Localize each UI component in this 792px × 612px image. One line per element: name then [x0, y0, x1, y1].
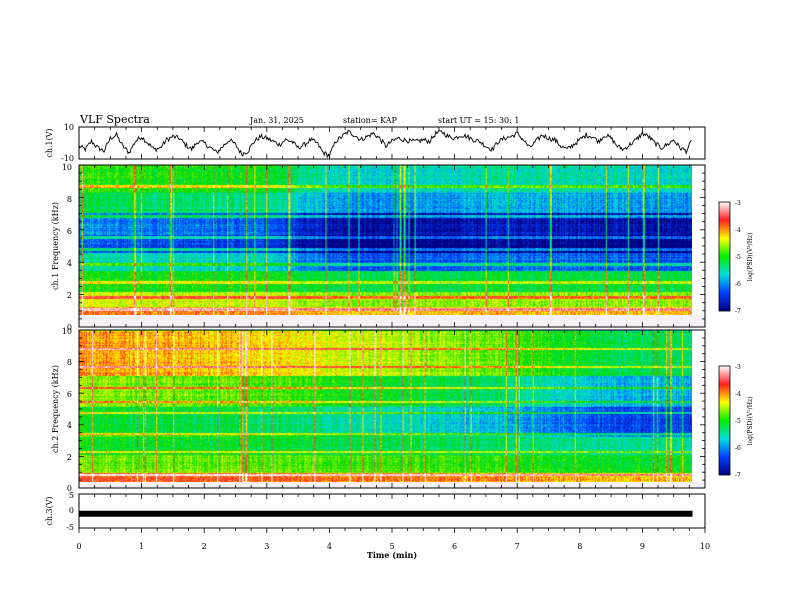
ch1-freq-tick-4: 4 [67, 259, 72, 268]
ch1-waveform-line [78, 129, 692, 159]
colorbar-ch2: -3 -4 -5 -6 -7 log(PSD)(V²/Hz) [718, 364, 754, 479]
ch2-freq-tick-6: 6 [67, 390, 72, 399]
ch2-spectrogram-ticks [78, 329, 706, 489]
ch2-freq-tick-0: 0 [67, 484, 72, 493]
time-tick-3: 3 [264, 542, 269, 551]
colorbar-ch2-tick-m4: -4 [735, 391, 741, 398]
ch2-spectrogram-panel: 10 8 6 4 2 0 ch.2 Frequency (kHz) [51, 327, 706, 493]
date-label: Jan. 31, 2025 [249, 116, 304, 125]
ch2-freq-tick-2: 2 [67, 453, 72, 462]
time-tick-10: 10 [700, 542, 710, 551]
time-tick-4: 4 [327, 542, 332, 551]
figure-title: VLF Spectra [79, 113, 150, 126]
colorbar-ch2-gradient [718, 365, 731, 476]
colorbar-ch1-tick-m6: -6 [735, 281, 741, 288]
colorbar-ch2-tick-m3: -3 [735, 364, 741, 371]
ch2-spectrogram-image [79, 330, 692, 482]
ch1-spectrogram-ticks [78, 164, 706, 328]
station-label: station= KAP [343, 116, 398, 125]
ch3-ytick-top: 5 [69, 491, 74, 500]
ch1-freq-tick-6: 6 [67, 227, 72, 236]
ch2-freq-tick-4: 4 [67, 421, 72, 430]
ch1-spectrogram [79, 165, 705, 327]
ch1-freq-tick-0: 0 [67, 323, 72, 332]
time-tick-2: 2 [202, 542, 207, 551]
ch1-freq-tick-10: 10 [62, 163, 72, 172]
colorbar-ch1-tick-m7: -7 [735, 308, 741, 315]
colorbar-ch1-tick-m5: -5 [735, 254, 741, 261]
ch1-waveform-ylabel: ch.1(V) [45, 128, 54, 157]
colorbar-ch2-label: log(PSD)(V²/Hz) [747, 397, 754, 446]
ch1-spectrogram-ylabel: ch.1 Frequency (kHz) [51, 202, 60, 290]
colorbar-ch1-gradient [718, 201, 731, 312]
time-tick-7: 7 [515, 542, 520, 551]
time-tick-8: 8 [577, 542, 582, 551]
colorbar-ch1-tick-m3: -3 [735, 200, 741, 207]
colorbar-ch2-tick-m7: -7 [735, 472, 741, 479]
colorbar-ch1-label: log(PSD)(V²/Hz) [747, 233, 754, 282]
ch3-waveform-ylabel: ch.3(V) [45, 496, 54, 525]
ch2-freq-tick-8: 8 [67, 358, 72, 367]
time-tick-1: 1 [139, 542, 144, 551]
time-tick-5: 5 [389, 542, 394, 551]
colorbar-ch2-tick-m6: -6 [735, 445, 741, 452]
start-time-label: start UT = 15: 30: 1 [438, 116, 519, 125]
ch1-freq-tick-8: 8 [67, 195, 72, 204]
time-axis-label: Time (min) [367, 550, 417, 560]
ch1-spectrogram-panel: 10 8 6 4 2 0 ch.1 Frequency (kHz) [51, 163, 706, 332]
ch3-ytick-mid: 0 [69, 506, 74, 515]
ch1-waveform-plot [78, 127, 706, 159]
ch2-spectrogram [79, 330, 705, 488]
ch2-spectrogram-ylabel: ch.2 Frequency (kHz) [51, 365, 60, 453]
ch1-ytick-top: 10 [64, 123, 74, 132]
time-tick-9: 9 [640, 542, 645, 551]
time-axis-ticks [78, 494, 706, 533]
ch1-spectrogram-image [79, 165, 692, 315]
ch1-waveform-panel: 10 -10 ch.1(V) [45, 123, 706, 163]
colorbar-ch2-tick-m5: -5 [735, 418, 741, 425]
ch1-ytick-bottom: -10 [61, 154, 74, 163]
ch2-freq-tick-10: 10 [62, 327, 72, 336]
time-axis: 0 1 2 3 4 5 6 7 8 9 10 Time (min) [76, 542, 710, 560]
ch1-freq-tick-2: 2 [67, 291, 72, 300]
colorbar-ch1: -3 -4 -5 -6 -7 log(PSD)(V²/Hz) [718, 200, 754, 315]
ch3-waveform-panel: 5 0 -5 ch.3(V) [45, 491, 706, 533]
ch3-ytick-bottom: -5 [66, 523, 74, 532]
colorbar-ch1-tick-m4: -4 [735, 227, 741, 234]
time-tick-0: 0 [76, 542, 81, 551]
time-tick-6: 6 [452, 542, 457, 551]
